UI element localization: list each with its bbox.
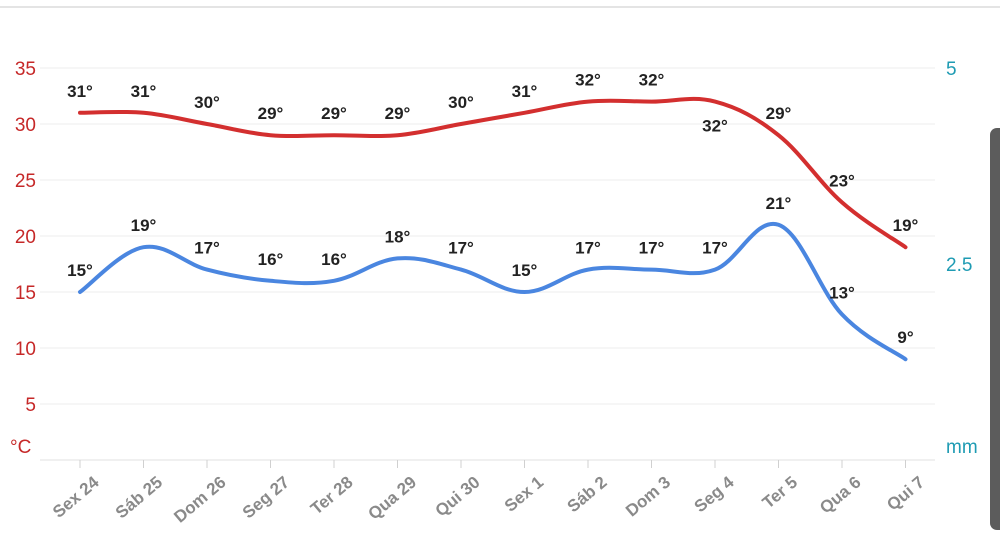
left-axis-tick: 30 [15, 115, 36, 136]
data-label: 19° [131, 216, 157, 235]
data-label: 29° [258, 104, 284, 123]
data-label: 15° [67, 261, 93, 280]
data-label: 15° [512, 261, 538, 280]
data-label: 17° [448, 239, 474, 258]
left-axis-tick: 15 [15, 283, 36, 304]
x-axis-label: Seg 27 [239, 473, 293, 523]
x-axis-label: Qua 6 [816, 473, 864, 518]
left-axis-tick: 20 [15, 227, 36, 248]
x-axis-label: Qua 29 [364, 473, 420, 524]
series-line-max [78, 96, 908, 250]
data-label: 32° [639, 71, 665, 90]
right-axis-tick: 2.5 [946, 255, 972, 276]
data-labels: 31° 31° 30° 29° 29° 29° 30° 31° 32° 32° 32° 29° 23° 1… [67, 71, 918, 348]
x-axis-label: Ter 5 [759, 473, 801, 513]
data-label: 9° [897, 328, 913, 347]
data-label: 13° [829, 283, 855, 302]
data-label: 23° [829, 171, 855, 190]
x-axis-label: Qui 7 [883, 473, 928, 515]
scroll-handle[interactable] [990, 128, 1000, 530]
data-label: 29° [385, 104, 411, 123]
x-axis-label: Dom 3 [622, 473, 674, 521]
data-label: 17° [575, 239, 601, 258]
x-axis-label: Sex 1 [501, 473, 547, 516]
left-axis-ticks: 35 30 25 20 15 10 5 [15, 59, 36, 416]
data-label: 31° [67, 82, 93, 101]
x-axis-label: Seg 4 [691, 472, 738, 516]
x-axis-label: Qui 30 [432, 473, 484, 521]
data-label: 31° [131, 82, 157, 101]
left-axis-unit: °C [10, 437, 31, 458]
right-axis-ticks: 52.5 [946, 59, 972, 276]
x-axis-label: Ter 28 [307, 473, 357, 519]
data-label: 30° [194, 93, 220, 112]
data-label: 19° [893, 216, 919, 235]
series-line-min [78, 221, 908, 362]
data-label: 32° [702, 117, 728, 136]
data-label: 30° [448, 93, 474, 112]
data-label: 17° [639, 239, 665, 258]
data-label: 32° [575, 71, 601, 90]
x-axis-label: Sex 24 [49, 472, 103, 522]
right-axis-unit: mm [946, 437, 978, 458]
x-axis-ticks [79, 460, 906, 468]
x-axis-label: Dom 26 [170, 473, 229, 527]
data-label: 16° [258, 250, 284, 269]
grid-lines [40, 67, 935, 461]
data-label: 21° [766, 194, 792, 213]
x-axis-label: Sáb 2 [564, 473, 611, 517]
left-axis-tick: 25 [15, 171, 36, 192]
left-axis-tick: 35 [15, 59, 36, 80]
right-axis-tick: 5 [946, 59, 957, 80]
data-label: 31° [512, 82, 538, 101]
x-axis-label: Sáb 25 [112, 473, 166, 523]
series-lines [78, 96, 908, 362]
x-axis-labels: Sex 24 Sáb 25 Dom 26 Seg 27 Ter 28 Qua 29 Qui … [49, 472, 928, 526]
data-label: 17° [702, 239, 728, 258]
data-label: 17° [194, 239, 220, 258]
data-label: 29° [766, 104, 792, 123]
top-divider [0, 6, 1000, 8]
data-label: 29° [321, 104, 347, 123]
left-axis-tick: 5 [25, 395, 36, 416]
data-label: 18° [385, 227, 411, 246]
left-axis-tick: 10 [15, 339, 36, 360]
data-label: 16° [321, 250, 347, 269]
